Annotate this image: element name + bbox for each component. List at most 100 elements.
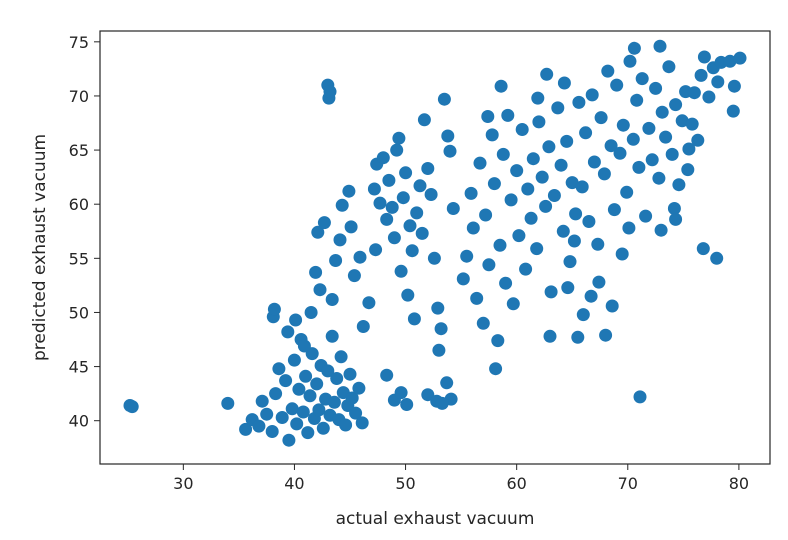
data-point — [427, 251, 441, 265]
data-point — [446, 202, 460, 215]
data-point — [632, 160, 646, 174]
data-point — [417, 113, 431, 127]
data-point — [349, 406, 363, 420]
data-point — [352, 381, 366, 395]
data-point — [681, 163, 695, 177]
data-point — [494, 79, 508, 93]
y-axis-label: predicted exhaust vacuum — [30, 134, 50, 361]
data-point — [299, 369, 313, 383]
data-point — [493, 238, 507, 252]
data-point — [373, 196, 387, 210]
data-point — [592, 275, 606, 289]
data-point — [275, 411, 289, 424]
x-tick-label: 60 — [506, 474, 526, 493]
data-point — [554, 158, 568, 172]
data-point — [696, 242, 710, 256]
data-point — [567, 234, 581, 248]
data-point — [521, 182, 535, 196]
data-point — [304, 306, 318, 319]
data-point — [342, 184, 356, 198]
data-point — [333, 233, 347, 247]
data-point — [431, 301, 445, 315]
data-point — [312, 403, 326, 417]
data-point — [221, 396, 235, 410]
data-point — [667, 202, 681, 215]
data-point — [653, 39, 667, 53]
data-point — [443, 144, 457, 158]
data-point — [535, 170, 549, 184]
data-point — [481, 110, 495, 123]
data-point — [560, 134, 574, 148]
data-point — [652, 171, 666, 185]
data-point — [317, 216, 331, 230]
data-point — [369, 243, 383, 257]
data-point — [561, 281, 575, 295]
data-point — [569, 207, 583, 221]
data-point — [329, 254, 343, 267]
data-point — [591, 237, 605, 251]
data-point — [682, 142, 696, 156]
data-point — [479, 208, 493, 222]
data-point — [615, 247, 629, 261]
data-point — [123, 399, 137, 412]
data-point — [403, 219, 417, 233]
y-tick-label: 60 — [69, 195, 89, 214]
data-point — [290, 417, 304, 431]
data-point — [557, 76, 571, 90]
data-point — [616, 118, 630, 132]
data-point — [599, 328, 613, 342]
data-point — [691, 133, 705, 147]
data-point — [356, 320, 370, 333]
data-point — [267, 302, 281, 316]
data-point — [659, 130, 673, 144]
data-point — [531, 91, 545, 105]
data-point — [285, 402, 299, 416]
data-point — [687, 86, 701, 100]
data-point — [597, 167, 611, 181]
data-point — [496, 147, 510, 161]
data-point — [489, 362, 503, 376]
data-point — [665, 147, 679, 161]
data-point — [434, 322, 448, 336]
data-point — [421, 388, 435, 402]
data-point — [376, 151, 390, 165]
data-point — [526, 152, 540, 166]
data-point — [394, 264, 408, 278]
data-point — [396, 191, 410, 205]
data-point — [382, 173, 396, 187]
data-point — [399, 166, 413, 180]
data-point — [585, 88, 599, 102]
data-point — [260, 407, 274, 421]
data-point — [401, 288, 415, 302]
data-point — [733, 51, 747, 65]
data-point — [272, 362, 286, 376]
data-point — [576, 308, 590, 322]
data-point — [485, 128, 499, 142]
data-point — [491, 334, 505, 348]
x-tick-label: 30 — [173, 474, 193, 493]
data-point — [601, 64, 615, 78]
data-point — [297, 339, 311, 353]
x-tick-label: 50 — [395, 474, 415, 493]
y-axis-ticks: 40 45 50 55 60 65 70 75 — [69, 33, 100, 431]
data-point — [540, 67, 554, 81]
data-point — [539, 199, 553, 213]
data-point — [432, 343, 446, 357]
data-point — [582, 215, 596, 228]
data-point — [339, 418, 353, 432]
data-point — [622, 221, 636, 235]
data-point — [524, 211, 538, 225]
x-axis-label: actual exhaust vacuum — [336, 509, 535, 529]
data-point — [334, 350, 348, 364]
data-point — [607, 203, 621, 217]
data-point — [265, 425, 279, 438]
data-point — [355, 416, 369, 430]
plot-frame — [99, 30, 771, 465]
data-point — [367, 182, 381, 196]
data-point — [390, 143, 404, 157]
data-point — [639, 209, 653, 223]
data-point — [289, 313, 303, 327]
data-point — [563, 255, 577, 269]
data-point — [464, 186, 478, 200]
